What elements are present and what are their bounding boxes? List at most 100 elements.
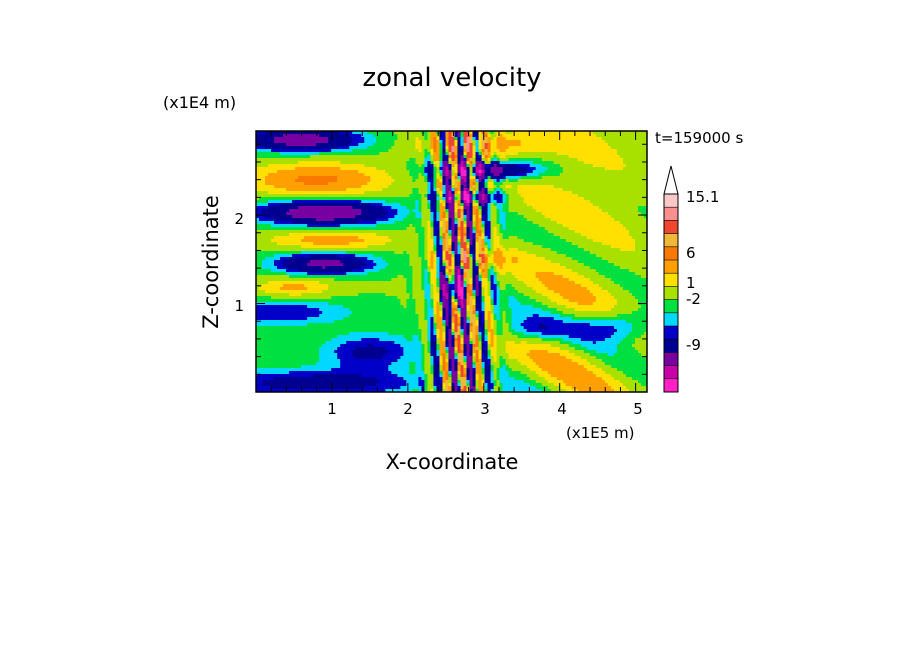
field-cell: [412, 296, 417, 300]
field-cell: [331, 251, 335, 255]
field-cell: [316, 146, 320, 150]
field-cell: [382, 179, 386, 183]
field-cell: [325, 356, 329, 360]
field-cell: [388, 131, 392, 135]
field-cell: [340, 338, 344, 342]
field-cell: [295, 377, 299, 381]
field-cell: [268, 248, 272, 252]
field-cell: [415, 197, 420, 201]
field-cell: [328, 251, 332, 255]
field-cell: [310, 149, 314, 153]
field-cell: [316, 224, 320, 228]
field-cell: [337, 290, 341, 294]
field-cell: [337, 269, 341, 273]
field-cell: [364, 350, 368, 354]
field-cell: [406, 329, 410, 333]
field-cell: [322, 347, 326, 351]
field-cell: [349, 191, 353, 195]
field-cell: [346, 200, 350, 204]
field-cell: [415, 380, 420, 384]
field-cell: [256, 248, 260, 252]
field-cell: [388, 278, 392, 282]
field-cell: [256, 236, 260, 240]
field-cell: [283, 272, 287, 276]
field-cell: [343, 206, 347, 210]
field-cell: [316, 176, 320, 180]
field-cell: [286, 236, 290, 240]
field-cell: [418, 335, 423, 339]
field-cell: [286, 248, 290, 252]
field-cell: [373, 377, 377, 381]
field-cell: [259, 203, 263, 207]
field-cell: [283, 320, 287, 324]
field-cell: [289, 362, 293, 366]
field-cell: [397, 275, 401, 279]
field-cell: [310, 329, 314, 333]
field-cell: [385, 320, 389, 324]
field-cell: [412, 293, 417, 297]
field-cell: [361, 179, 365, 183]
field-cell: [346, 341, 350, 345]
field-cell: [280, 236, 284, 240]
field-cell: [334, 152, 338, 156]
field-cell: [349, 197, 353, 201]
field-cell: [304, 131, 308, 135]
field-cell: [418, 137, 423, 141]
field-cell: [283, 149, 287, 153]
field-cell: [394, 272, 398, 276]
field-cell: [406, 350, 410, 354]
field-cell: [289, 296, 293, 300]
field-cell: [283, 293, 287, 297]
field-cell: [400, 158, 404, 162]
field-cell: [406, 266, 410, 270]
field-cell: [328, 380, 332, 384]
field-cell: [289, 245, 293, 249]
field-cell: [406, 191, 410, 195]
field-cell: [370, 323, 374, 327]
field-cell: [310, 356, 314, 360]
field-cell: [409, 182, 413, 186]
field-cell: [412, 335, 417, 339]
field-cell: [325, 350, 329, 354]
field-cell: [316, 266, 320, 270]
field-cell: [385, 359, 389, 363]
field-cell: [403, 320, 407, 324]
field-cell: [418, 299, 423, 303]
field-cell: [424, 158, 429, 162]
field-cell: [370, 293, 374, 297]
field-cell: [271, 245, 275, 249]
field-cell: [397, 197, 401, 201]
field-cell: [298, 158, 302, 162]
field-cell: [361, 134, 365, 138]
field-cell: [394, 323, 398, 327]
field-cell: [280, 197, 284, 201]
field-cell: [367, 365, 371, 369]
field-cell: [319, 284, 323, 288]
field-cell: [358, 329, 362, 333]
field-cell: [292, 251, 296, 255]
field-cell: [268, 356, 272, 360]
field-cell: [271, 176, 275, 180]
field-cell: [313, 179, 317, 183]
field-cell: [343, 182, 347, 186]
field-cell: [376, 212, 380, 216]
field-cell: [313, 131, 317, 135]
field-cell: [340, 383, 344, 387]
field-cell: [307, 332, 311, 336]
field-cell: [370, 347, 374, 351]
field-cell: [397, 251, 401, 255]
field-cell: [367, 326, 371, 330]
field-cell: [376, 140, 380, 144]
field-cell: [265, 245, 269, 249]
field-cell: [355, 239, 359, 243]
field-cell: [370, 227, 374, 231]
field-cell: [370, 269, 374, 273]
field-cell: [364, 260, 368, 264]
field-cell: [379, 146, 383, 150]
field-cell: [319, 164, 323, 168]
field-cell: [391, 359, 395, 363]
field-cell: [319, 329, 323, 333]
field-cell: [292, 278, 296, 282]
field-cell: [319, 332, 323, 336]
field-cell: [373, 242, 377, 246]
